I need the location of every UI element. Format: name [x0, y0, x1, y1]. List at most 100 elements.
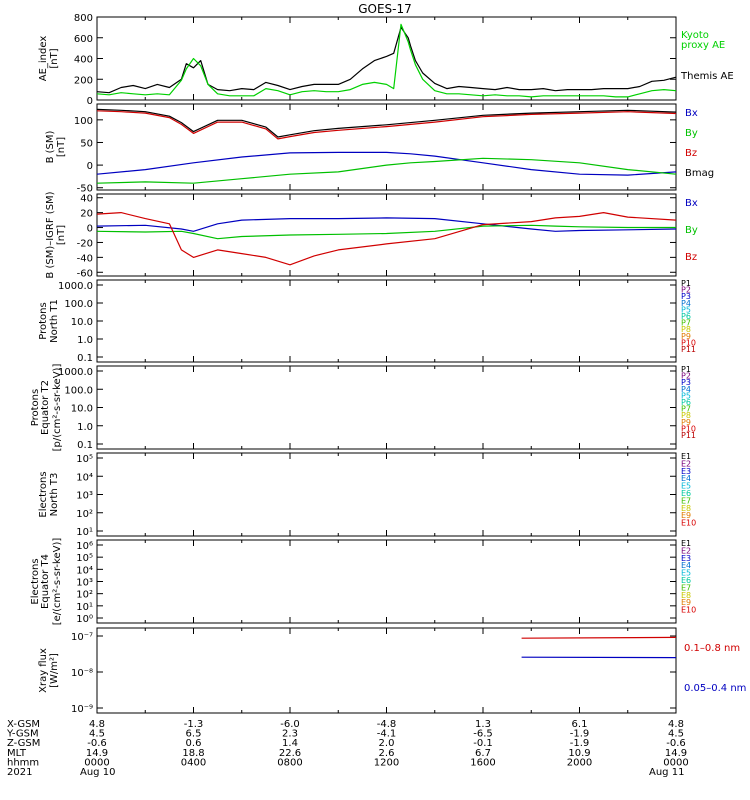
bsm-legend-label: Bmag [685, 168, 714, 179]
electrons-t3-y-tick-label: 10³ [76, 491, 93, 502]
electrons-t3-channel-label: E3 [681, 467, 691, 476]
orbit-value: 18.8 [182, 748, 204, 759]
orbit-value: 4.8 [668, 719, 684, 730]
xray-y-tick-label: 10⁻⁷ [71, 632, 93, 643]
xray-legend-label: 0.1–0.8 nm [684, 643, 740, 654]
electrons-t3-channel-label: E4 [681, 474, 691, 483]
bigrf-y-tick-label: -20 [77, 238, 93, 249]
orbit-value: 0400 [181, 757, 206, 768]
electrons-t4-channel-label: E1 [681, 539, 691, 548]
bigrf-legend-label: Bx [685, 198, 698, 209]
orbit-value: 14.9 [86, 748, 108, 759]
bigrf-series-2 [96, 212, 677, 266]
protons-t2-y-tick-label: 0.1 [77, 440, 93, 451]
electrons-t3-channel-label: E9 [681, 511, 691, 520]
electrons-t4-channel-label: E5 [681, 569, 691, 578]
bigrf-y-tick-label: 20 [80, 209, 93, 220]
electrons-t4-ylabel: [e/(cm²-s-sr-keV)] [52, 538, 63, 626]
electrons-t4-y-tick-label: 10³ [76, 578, 93, 589]
protons-t2-ylabel: Protons [30, 389, 41, 426]
protons-t1-frame [96, 279, 677, 363]
bsm-ylabel: B (SM) [45, 130, 56, 163]
orbit-value: 6.5 [186, 729, 202, 740]
protons-t1-y-tick-label: 1000.0 [58, 281, 93, 292]
protons-t2-frame [96, 365, 677, 450]
protons-t1-channel-label: P2 [681, 286, 691, 295]
protons-t2-channel-label: P8 [681, 411, 691, 420]
panel-protons-t1: 1000.0 100.0 10.0 1.0 0.1 Protons North T1 P1P2… [38, 279, 696, 364]
ae-y-tick-label: 0 [87, 96, 93, 107]
ae-y-tick-label: 600 [74, 34, 93, 45]
ae-legend-label: Themis AE [680, 71, 734, 82]
bsm-y-tick-label: -50 [77, 184, 93, 195]
orbit-value: -0.6 [666, 738, 686, 749]
orbit-row-label: 2021 [7, 767, 32, 778]
ae-legend-label: Kyoto [681, 30, 709, 41]
bsm-y-tick-label: 50 [80, 138, 93, 149]
plot-title: GOES-17 [358, 2, 412, 16]
orbit-row-label: Z-GSM [7, 738, 40, 749]
xray-ylabel: [W/m²] [49, 653, 60, 688]
protons-t1-y-tick-label: 0.1 [77, 353, 93, 364]
ae-legend-label: proxy AE [681, 40, 725, 51]
orbit-value: 14.9 [665, 748, 687, 759]
orbit-value: 0000 [84, 757, 109, 768]
xray-ylabel: Xray flux [38, 648, 49, 693]
electrons-t4-ylabel: Electrons [30, 558, 41, 604]
ae-y-tick-label: 200 [74, 75, 93, 86]
orbit-value: 2.6 [379, 748, 395, 759]
electrons-t3-y-tick-label: 10¹ [76, 527, 93, 538]
ae-y-tick-label: 400 [74, 55, 93, 66]
electrons-t3-frame [96, 452, 677, 537]
electrons-t4-channel-label: E7 [681, 583, 691, 592]
bsm-frame [96, 103, 677, 191]
orbit-value: 4.5 [668, 729, 684, 740]
ae-ylabel: AE_index [38, 36, 49, 82]
orbit-value: -4.8 [377, 719, 397, 730]
electrons-t4-y-tick-label: 10² [76, 590, 93, 601]
protons-t1-ylabel: Protons [38, 302, 49, 339]
xray-frame [96, 627, 677, 714]
electrons-t4-channel-label: E8 [681, 591, 691, 600]
protons-t1-channel-label: P8 [681, 325, 691, 334]
electrons-t3-y-tick-label: 10² [76, 509, 93, 520]
bigrf-ylabel: B (SM)–IGRF (SM) [45, 191, 56, 278]
protons-t1-channel-label: P1 [681, 279, 691, 288]
xray-y-tick-label: 10⁻⁹ [71, 704, 93, 715]
electrons-t4-channel-label: E3 [681, 554, 691, 563]
electrons-t4-channel-label: E4 [681, 561, 691, 570]
protons-t1-channel-label: P9 [681, 332, 691, 341]
orbit-value: -1.9 [570, 738, 590, 749]
bigrf-y-tick-label: 40 [80, 194, 93, 205]
bigrf-ylabel: [nT] [56, 225, 67, 245]
protons-t1-y-tick-label: 1.0 [77, 335, 93, 346]
bigrf-y-tick-label: -40 [77, 253, 93, 264]
orbit-value: 0.6 [186, 738, 202, 749]
orbit-value: Aug 11 [649, 767, 684, 778]
protons-t1-channel-label: P4 [681, 299, 691, 308]
orbit-value: 4.5 [89, 729, 105, 740]
orbit-value: -4.1 [377, 729, 397, 740]
electrons-t4-y-tick-label: 10¹ [76, 602, 93, 613]
orbit-row-label: X-GSM [7, 719, 40, 730]
protons-t2-y-tick-label: 100.0 [64, 385, 93, 396]
orbit-row-label: MLT [7, 748, 27, 759]
protons-t2-channel-label: P9 [681, 418, 691, 427]
electrons-t4-channel-label: E9 [681, 598, 691, 607]
protons-t2-y-tick-label: 1000.0 [58, 367, 93, 378]
protons-t2-ylabel: Equator T2 [40, 380, 51, 435]
orbit-value: 10.9 [568, 748, 590, 759]
protons-t1-channel-label: P11 [681, 345, 696, 354]
protons-t1-channel-label: P6 [681, 312, 691, 321]
orbit-value: 2.3 [282, 729, 298, 740]
panel-bsm: -50 0 50 100 B (SM) [nT] Bx By Bz Bmag [45, 103, 714, 195]
orbit-value: -6.0 [280, 719, 300, 730]
bsm-series-3 [96, 108, 677, 138]
ae-ylabel: [nT] [49, 48, 60, 68]
protons-t2-y-tick-label: 1.0 [77, 422, 93, 433]
protons-t1-channel-label: P5 [681, 305, 691, 314]
protons-t2-ylabel: [p/(cm²-s-sr-keV)] [52, 364, 63, 452]
orbit-value: 6.1 [572, 719, 588, 730]
bigrf-y-tick-label: 0 [87, 224, 93, 235]
ae-frame [96, 16, 677, 101]
